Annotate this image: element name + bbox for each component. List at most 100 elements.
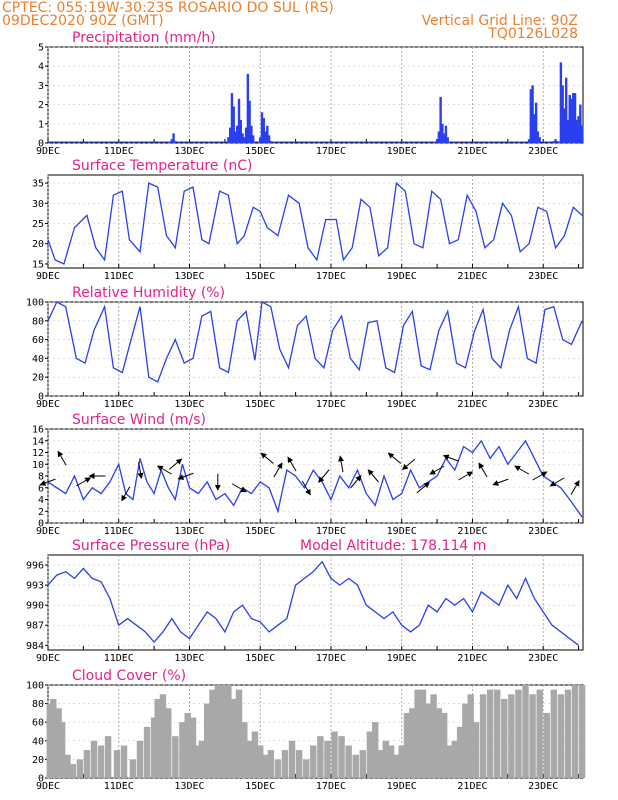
y-tick-label: 8 [38,472,44,483]
x-tick-label: 21DEC [457,146,487,157]
precip-bar [573,93,577,143]
x-tick-label: 19DEC [387,271,417,282]
cloud-bar [515,689,522,778]
precip-bar [444,125,448,143]
cloud-bar [486,689,494,778]
precip-bar [250,125,253,143]
cloud-bar [536,689,543,778]
cloud-bar [564,689,572,778]
cloud-bar [472,722,480,778]
cloud-bar [451,740,458,778]
cloud-bar [154,698,161,778]
wind-arrow [338,455,345,473]
cloud-bar [64,754,71,778]
y-tick-label: 100 [26,298,44,309]
precip-bar [251,135,255,143]
precip-bar [561,85,564,143]
y-tick-label: 2 [38,100,44,111]
cloud-bar [76,759,84,778]
cloud-bar [165,708,172,778]
cloud-bar [508,694,515,778]
y-tick-label: 1 [38,119,44,130]
cloud-bar [46,703,53,778]
x-tick-label: 11DEC [104,146,134,157]
cloud-bar [246,740,253,778]
cloud-bar [209,689,216,778]
wind-arrow [387,452,402,464]
wind-arrow [287,456,297,472]
wind-arrow [76,477,92,487]
y-tick-label: 14 [32,436,44,447]
y-tick-label: 16 [32,425,44,436]
x-tick-label: 23DEC [528,271,558,282]
x-tick-label: 19DEC [387,526,417,537]
x-tick-label: 17DEC [316,781,346,792]
wind-arrow [121,486,131,502]
x-tick-label: 19DEC [387,781,417,792]
precip-bar [554,139,557,143]
cloud-bar [184,712,191,778]
cloud-bar [331,731,338,778]
cloud-bar [230,698,237,778]
cloud-bar [288,740,296,778]
cloud-bar [371,722,379,778]
cloud-bar [366,731,374,778]
wind-arrow [442,454,459,462]
y-tick-label: 996 [26,561,44,572]
x-tick-label: 23DEC [528,399,558,410]
cloud-bar [90,740,98,778]
wind-arrow [168,458,183,470]
temp-line [47,181,583,265]
plot-frame [47,46,584,144]
x-tick-label: 15DEC [245,781,275,792]
precip-bar [529,89,533,143]
x-tick-label: 9DEC [36,271,60,282]
cloud-bar [479,694,487,778]
cloud-bar [494,689,501,778]
x-tick-label: 17DEC [316,271,346,282]
cloud-bar [467,694,474,778]
cloud-bar [55,708,62,778]
cloud-bar [398,745,405,778]
wind-arrow [532,471,548,481]
y-tick-label: 10 [32,460,44,471]
cloud-bar [203,703,211,778]
y-tick-label: 6 [38,483,44,494]
x-tick-label: 23DEC [528,781,558,792]
x-tick-label: 11DEC [104,781,134,792]
wind-arrow [260,452,274,464]
precip-bar [439,96,442,143]
wind-arrow [458,471,474,481]
precip-bar [446,137,449,143]
cloud-bar [136,740,144,778]
cloud-bar [550,689,558,778]
x-tick-label: 23DEC [528,526,558,537]
cloud-bar [310,745,317,778]
cloud-bar [409,708,416,778]
y-tick-label: 20 [32,755,44,766]
cloud-bar [456,726,464,778]
x-tick-label: 15DEC [245,399,275,410]
x-tick-label: 19DEC [387,146,417,157]
x-tick-label: 17DEC [316,146,346,157]
y-tick-label: 2 [38,507,44,518]
x-tick-label: 13DEC [174,781,204,792]
precip-bar [244,127,248,143]
cloud-bar [462,703,469,778]
wind-arrow [57,450,67,466]
cloud-bar [435,708,443,778]
cloud-bar [578,685,586,778]
wind-arrow [39,478,56,486]
cloud-bar [267,750,275,778]
precip-bar [435,139,439,143]
y-tick-label: 40 [32,736,44,747]
cloud-bar [179,722,186,778]
precip-bar [538,137,541,143]
cloud-bar [58,722,66,778]
panel-title: Surface Wind (m/s) [72,412,206,428]
precip-bar [262,118,265,143]
cloud-bar [446,745,453,778]
x-tick-label: 9DEC [36,146,60,157]
y-tick-label: 0 [38,774,44,785]
precip-bar [536,131,540,143]
